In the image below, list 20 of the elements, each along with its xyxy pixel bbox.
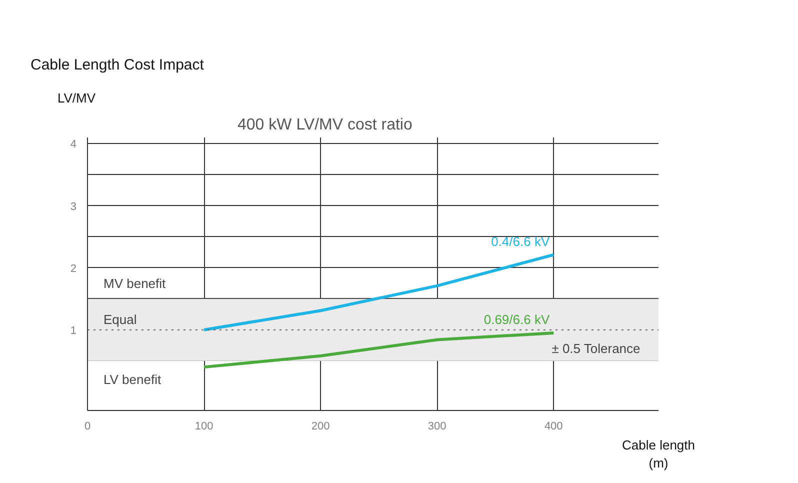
series-label: 0.69/6.6 kV <box>484 312 550 327</box>
y-tick-label: 1 <box>70 324 77 337</box>
line-series <box>202 253 556 332</box>
y-tick-label: 2 <box>70 262 77 275</box>
x-tick-label: 0 <box>84 420 91 432</box>
annotation: LV benefit <box>104 372 162 387</box>
x-tick-label: 400 <box>544 420 563 432</box>
series-label: 0.4/6.6 kV <box>491 234 550 249</box>
chart-title: Cable Length Cost Impact <box>30 56 205 74</box>
x-tick-label: 200 <box>311 420 330 432</box>
band-label: ± 0.5 Tolerance <box>552 340 640 356</box>
y-tick-label: 4 <box>70 138 77 151</box>
chart-subtitle: 400 kW LV/MV cost ratio <box>238 116 412 134</box>
y-axis-title: LV/MV <box>58 90 96 106</box>
ref-line-label: Equal <box>104 312 137 327</box>
annotation: MV benefit <box>104 276 166 291</box>
y-tick-label: 3 <box>70 200 77 213</box>
x-axis-title: Cable length (m) <box>622 438 695 470</box>
x-tick-label: 100 <box>194 420 214 432</box>
x-tick-label: 300 <box>428 420 446 432</box>
